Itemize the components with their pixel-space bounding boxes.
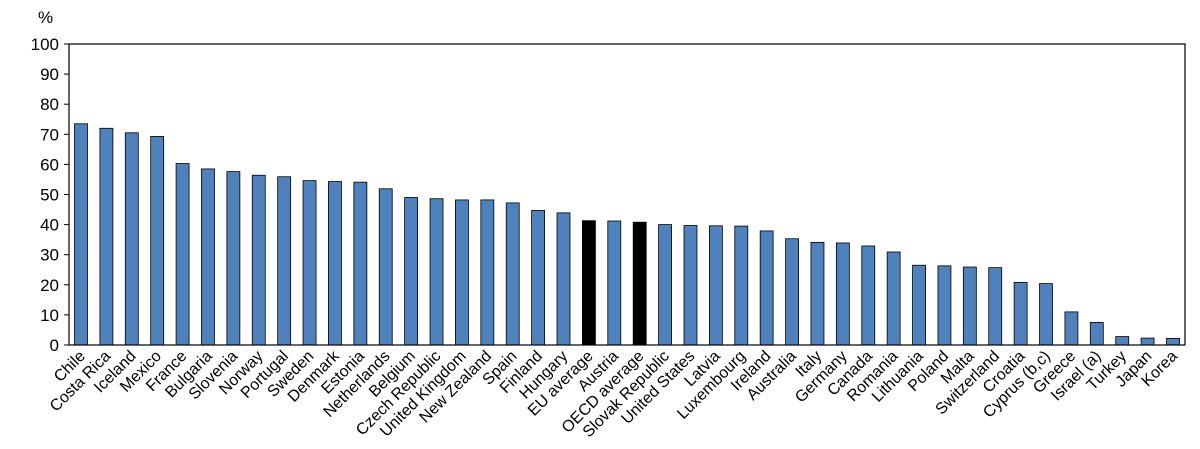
bar-greece bbox=[1064, 311, 1079, 346]
bar-estonia bbox=[353, 181, 368, 346]
bar-bulgaria bbox=[201, 168, 215, 346]
bar-finland bbox=[531, 210, 546, 346]
bar-austria bbox=[607, 220, 622, 346]
bar-lithuania bbox=[912, 264, 926, 346]
bar-italy bbox=[810, 241, 825, 346]
bar-israel-a bbox=[1089, 322, 1104, 346]
y-tick-label: 10 bbox=[40, 306, 59, 325]
y-axis: 0 10 20 30 40 50 60 70 80 90 100 bbox=[31, 35, 69, 355]
y-tick-label: 100 bbox=[31, 35, 59, 54]
bar-croatia bbox=[1013, 281, 1028, 346]
bars-group bbox=[74, 123, 1180, 346]
bar-oecd-average bbox=[632, 221, 647, 346]
bar-new-zealand bbox=[480, 199, 495, 346]
bar-slovak-republic bbox=[658, 224, 672, 346]
y-tick-label: 40 bbox=[40, 216, 59, 235]
bar-romania bbox=[886, 251, 901, 346]
y-tick-label: 80 bbox=[40, 95, 59, 114]
y-axis-unit-label: % bbox=[38, 8, 53, 27]
plot-frame bbox=[68, 43, 1186, 346]
bar-spain bbox=[505, 202, 520, 346]
bar-united-states bbox=[683, 225, 698, 346]
bar-netherlands bbox=[378, 188, 393, 346]
bar-costa-rica bbox=[99, 127, 114, 346]
bar-ireland bbox=[759, 230, 774, 346]
y-tick-label: 50 bbox=[40, 186, 59, 205]
bar-turkey bbox=[1115, 336, 1130, 346]
bar-chile bbox=[74, 123, 88, 346]
bar-france bbox=[175, 163, 190, 346]
bar-hungary bbox=[556, 212, 571, 346]
bar-poland bbox=[937, 265, 952, 346]
y-tick-label: 20 bbox=[40, 276, 59, 295]
bar-japan bbox=[1140, 337, 1155, 346]
bar-slovenia bbox=[226, 171, 241, 346]
bar-norway bbox=[251, 174, 266, 346]
bar-mexico bbox=[150, 136, 165, 346]
bar-czech-republic bbox=[429, 198, 444, 346]
y-tick-label: 90 bbox=[40, 65, 59, 84]
bar-malta bbox=[962, 266, 977, 346]
y-tick-label: 70 bbox=[40, 125, 59, 144]
bar-switzerland bbox=[988, 267, 1003, 346]
bar-canada bbox=[861, 245, 876, 346]
bar-denmark bbox=[328, 181, 342, 346]
bar-germany bbox=[835, 242, 850, 346]
y-tick-label: 60 bbox=[40, 155, 59, 174]
bar-belgium bbox=[404, 197, 419, 346]
bar-cyprus-b-c bbox=[1039, 283, 1053, 346]
y-tick-label: 30 bbox=[40, 246, 59, 265]
bar-sweden bbox=[302, 180, 317, 346]
bar-australia bbox=[785, 238, 799, 346]
bar-united-kingdom bbox=[455, 199, 469, 346]
bar-luxembourg bbox=[734, 225, 749, 346]
bar-iceland bbox=[124, 132, 139, 346]
bar-korea bbox=[1166, 337, 1180, 346]
y-tick-label: 0 bbox=[50, 336, 59, 355]
bar-latvia bbox=[708, 225, 723, 346]
bar-eu-average bbox=[582, 220, 596, 346]
bar-portugal bbox=[277, 176, 292, 346]
